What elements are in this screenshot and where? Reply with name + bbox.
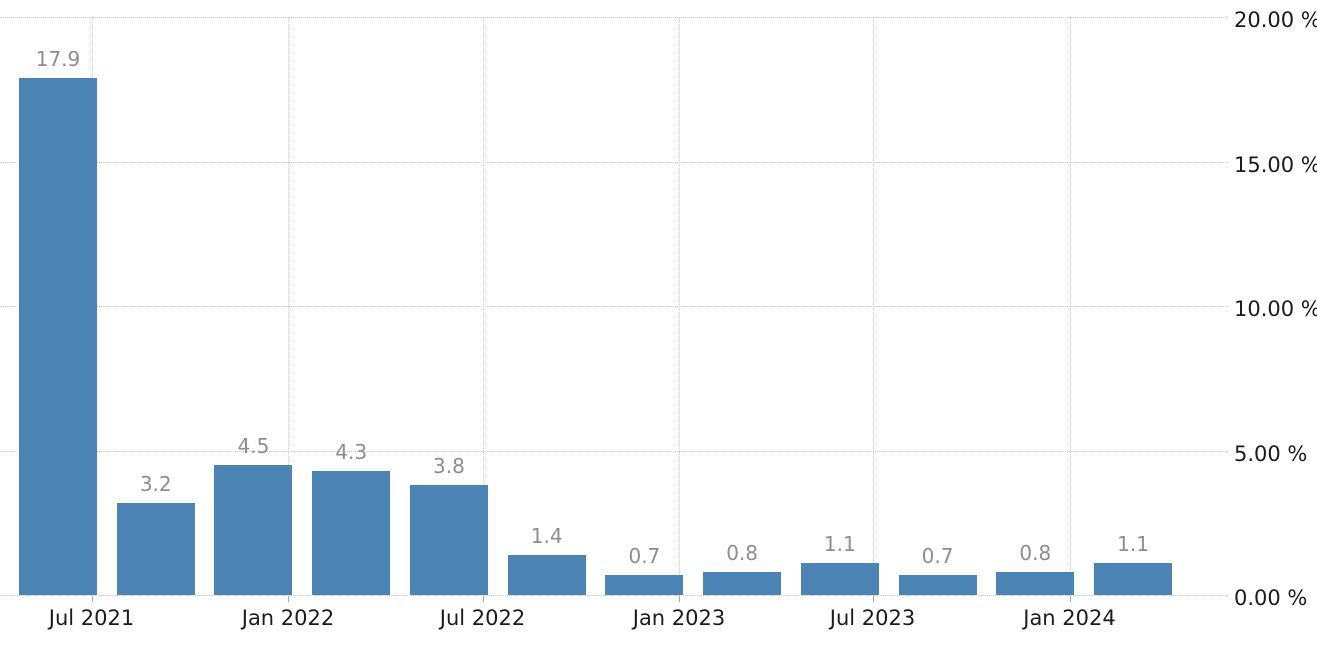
h-gridline [0, 595, 1228, 596]
bar-value-label: 4.5 [237, 433, 270, 458]
h-gridline [0, 306, 1228, 307]
bar-value-label: 0.7 [628, 543, 661, 568]
h-gridline [0, 17, 1228, 18]
x-tick-mark [288, 596, 289, 602]
v-gridline [288, 17, 289, 595]
x-axis-tick-label: Jan 2024 [1023, 606, 1116, 630]
bar-value-label: 1.4 [530, 523, 563, 548]
bar-value-label: 17.9 [35, 46, 81, 71]
bar-value-label: 3.2 [139, 471, 172, 496]
h-gridline [0, 450, 1228, 452]
bar [1094, 563, 1173, 595]
x-axis-tick-label: Jan 2022 [241, 606, 335, 630]
bar [409, 485, 488, 595]
v-gridline [872, 17, 874, 595]
y-axis-tick-label: 5.00 % [1234, 441, 1308, 466]
h-gridline [0, 161, 1228, 163]
bar [116, 502, 195, 595]
bar [898, 574, 977, 595]
v-gridline [1069, 17, 1071, 595]
bar-value-label: 1.1 [1117, 532, 1149, 557]
x-tick-mark [679, 596, 680, 602]
bar-value-label: 0.8 [1019, 540, 1052, 565]
v-gridline [679, 17, 680, 595]
y-axis-tick-label: 15.00 % [1234, 152, 1317, 177]
x-tick-mark [1069, 596, 1071, 602]
y-axis-tick-label: 0.00 % [1234, 586, 1308, 610]
y-axis-tick-label: 10.00 % [1234, 297, 1317, 321]
bar [996, 571, 1075, 595]
bar [312, 470, 391, 595]
y-axis-tick-label: 20.00 % [1234, 8, 1317, 32]
bar [703, 571, 782, 595]
x-axis-tick-label: Jul 2021 [48, 606, 135, 630]
x-tick-mark [482, 596, 484, 602]
bar [19, 77, 97, 595]
bar-value-label: 1.1 [823, 532, 856, 557]
x-tick-mark [872, 596, 874, 602]
x-axis-tick-label: Jul 2023 [829, 606, 916, 630]
bar-value-label: 0.8 [726, 540, 759, 565]
bar-value-label: 0.7 [921, 543, 954, 568]
v-gridline [482, 17, 484, 595]
bar-value-label: 3.8 [433, 454, 465, 479]
bar [507, 554, 586, 595]
x-axis-tick-label: Jul 2022 [439, 606, 526, 630]
bar [214, 464, 293, 595]
x-tick-mark [91, 596, 93, 602]
bar [800, 563, 879, 595]
bar-value-label: 4.3 [335, 439, 368, 464]
bar [605, 574, 684, 595]
x-axis-tick-label: Jan 2023 [632, 606, 726, 630]
